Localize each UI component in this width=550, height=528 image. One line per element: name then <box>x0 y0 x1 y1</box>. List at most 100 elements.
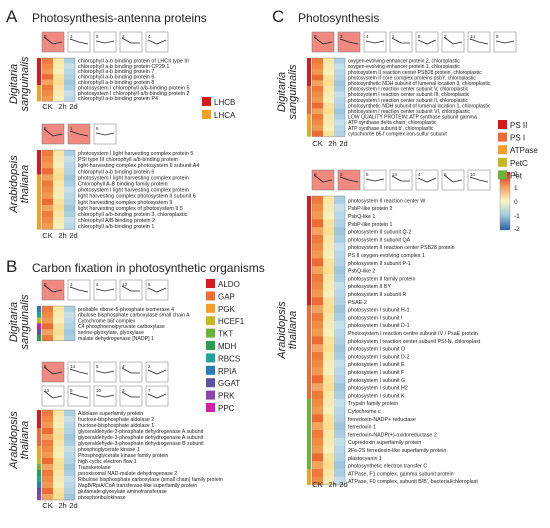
panel-b-dig-gene-label: malate dehydrogenase [NADP] 1 <box>78 336 154 342</box>
panel-c-dig-cell-2d <box>334 74 345 81</box>
panel-c-dig-cell-2d <box>334 108 345 115</box>
panel-c-ara-trend-thumbnail <box>363 169 387 191</box>
panel-b-ara-heatmap-border <box>41 409 76 501</box>
panel-a-dig-trend-thumbnail <box>41 31 65 53</box>
panel-c-ara-cell-2h <box>323 235 334 244</box>
panel-b-ara-cell-ck <box>42 446 53 453</box>
panel-b-ara-cell-2d <box>64 428 75 435</box>
panel-c-ara-gene-label: Cupredoxin superfamily protein <box>348 440 421 446</box>
panel-c-ara-gene-label: ATPase, F0 complex, subunit B/B', bacter… <box>348 479 478 485</box>
panel-c-ara-cell-2h <box>323 196 334 205</box>
panel-c-ara-cell-2d <box>334 391 345 400</box>
panel-c-ara-cell-2d <box>334 398 345 407</box>
panel-a-letter: A <box>6 7 18 26</box>
panel-c-dig-cell-2h <box>323 86 334 92</box>
panel-b-ara-cell-ck <box>42 476 53 483</box>
panel-b-legend-swatch-ggat <box>206 378 215 388</box>
panel-b-ara-group-bar <box>37 482 41 489</box>
panel-c-ara-cell-2d <box>334 235 345 244</box>
panel-b-ara-cell-ck <box>42 458 53 465</box>
panel-a-dig-trend-thumbnail <box>119 31 143 53</box>
panel-a-legend-label: LHCB <box>214 98 235 107</box>
panel-a-dig-trend-number: 4 <box>148 34 151 39</box>
panel-b-ara-group-bar <box>37 434 41 441</box>
panel-c-ara-trend-thumbnail <box>311 169 335 191</box>
panel-a-dig-cell-ck <box>42 58 53 64</box>
panel-c-ara-trend-number: 5 <box>366 172 369 177</box>
panel-b-dig-gene-label: serine-glyoxylate, glyoxylase <box>78 330 144 336</box>
panel-c-dig-cell-ck <box>312 91 323 98</box>
panel-c-ara-cell-2h <box>323 289 334 298</box>
panel-b-ara-trend-line <box>95 394 115 398</box>
panel-a-dig-cell-2d <box>64 79 75 86</box>
scale-tick-0: 0 <box>514 199 518 206</box>
scale-tick-minus-2: -2 <box>514 226 520 233</box>
panel-b-dig-cell-ck <box>42 317 53 324</box>
panel-a-ara-cell-2h <box>53 180 64 187</box>
panel-c-dig-trend-line <box>469 38 489 45</box>
panel-a-ara-col-label-2d: 2d <box>69 231 77 240</box>
panel-c-ara-gene-label: photosystem I subunit H2 <box>348 386 408 392</box>
panel-c-dig-cell-2d <box>334 58 345 64</box>
panel-c-ara-gene-label: photosystem I subunit H-1 <box>348 308 410 314</box>
panel-c-dig-label-1: Digitaria <box>276 72 288 112</box>
panel-c-dig-cell-ck <box>312 119 323 126</box>
panel-b-legend-label: PGK <box>218 305 236 314</box>
panel-c-dig-cell-ck <box>312 102 323 109</box>
panel-a-ara-trend-thumbnail <box>93 123 117 145</box>
panel-c-ara-gene-label: PsbQ-like 2 <box>348 269 375 275</box>
panel-c-ara-cell-2h <box>323 281 334 290</box>
panel-a-dig-group-bar <box>37 74 41 80</box>
panel-a-ara-gene-label: light harvesting complex of photosystem … <box>78 206 183 212</box>
panel-c-ara-cell-ck <box>312 336 323 345</box>
panel-b-dig-cell-ck <box>42 335 53 342</box>
panel-b-dig-heatmap-border <box>41 305 76 341</box>
panel-a-ara-gene-label: light harvesting complex photosystem II … <box>78 194 196 200</box>
panel-a-ara-group-bar <box>37 223 41 230</box>
panel-c-dig-trend-number: 6 <box>418 34 421 39</box>
panel-c-dig-heatmap-border <box>311 57 346 137</box>
panel-a-ara-group-bar <box>37 186 41 193</box>
panel-c-ara-cell-2h <box>323 297 334 306</box>
panel-b-ara-cell-ck <box>42 470 53 477</box>
panel-b-ara-trend-number: 4 <box>122 364 125 369</box>
panel-a-ara-group-bar <box>37 174 41 181</box>
panel-a-dig-group-bar <box>37 85 41 91</box>
panel-c-ara-cell-ck <box>312 383 323 392</box>
panel-c-ara-trend-number: 10 <box>470 172 476 177</box>
panel-c-dig-group-bar <box>307 91 311 98</box>
panel-a-ara-cell-ck <box>42 156 53 163</box>
panel-c-dig-cell-2d <box>334 97 345 104</box>
panel-b-ara-cell-2h <box>53 494 64 501</box>
panel-a-dig-cell-2h <box>53 68 64 75</box>
panel-c-dig-group-bar <box>307 130 311 137</box>
panel-c-ara-cell-2h <box>323 422 334 431</box>
panel-a-dig-cell-2d <box>64 95 75 102</box>
panel-a-dig-trend-line <box>95 40 115 44</box>
panel-c-ara-group-bar <box>307 227 311 236</box>
panel-a-ara-group-bar <box>37 198 41 206</box>
panel-c-ara-trend-number: 3 <box>340 172 343 177</box>
panel-c-ara-cell-ck <box>312 274 323 283</box>
panel-c-ara-cell-2d <box>334 383 345 392</box>
panel-c-dig-cell-2h <box>323 114 334 120</box>
panel-a-ara-cell-2d <box>64 162 75 169</box>
panel-c-ara-gene-label: photosystem I subunit E <box>348 362 405 368</box>
panel-c-ara-cell-2d <box>334 406 345 415</box>
panel-c-ara-cell-2d <box>334 203 345 212</box>
panel-b-dig-group-bar <box>37 317 41 324</box>
panel-a-dig-group-bar <box>37 58 41 64</box>
panel-c-ara-group-bar <box>307 383 311 392</box>
panel-c-ara-cell-2d <box>334 211 345 220</box>
panel-a-dig-cell-2d <box>64 85 75 91</box>
panel-c-ara-group-bar <box>307 328 311 337</box>
panel-c-dig-cell-2h <box>323 130 334 137</box>
panel-c-ara-cell-2d <box>334 258 345 267</box>
panel-c-ara-cell-2h <box>323 203 334 212</box>
panel-b-ara-trend-number: 5 <box>96 364 99 369</box>
panel-b-ara-label-1: Arabidopsis <box>8 411 20 470</box>
panel-b-dig-cell-2d <box>64 323 75 330</box>
panel-c-ara-cell-2h <box>323 476 334 485</box>
panel-a-ara-label-1: Arabidopsis <box>8 155 20 214</box>
panel-c-dig-cell-2d <box>334 102 345 109</box>
